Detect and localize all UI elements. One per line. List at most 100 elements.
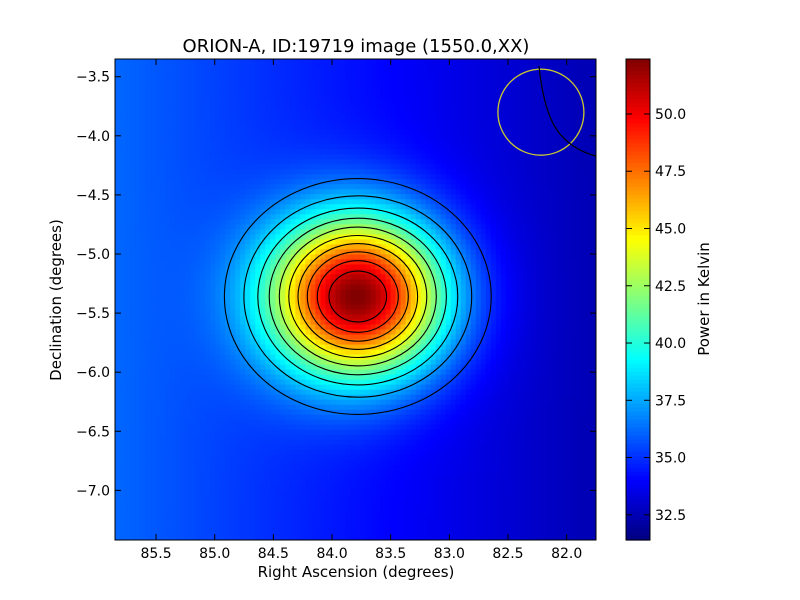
heatmap-cell [265,74,271,80]
heatmap-cell [495,179,502,185]
heatmap-cell [510,189,517,195]
heatmap-cell [345,94,352,100]
heatmap-cell [395,229,402,235]
heatmap-cell [580,279,587,286]
heatmap-cell [280,194,286,200]
heatmap-cell [270,229,276,235]
heatmap-cell [400,194,407,200]
heatmap-cell [115,99,121,105]
heatmap-cell [455,269,462,276]
heatmap-cell [415,129,422,135]
heatmap-cell [155,189,161,195]
heatmap-cell [365,114,372,120]
heatmap-cell [310,279,317,286]
heatmap-cell [465,199,472,205]
heatmap-cell [395,84,402,90]
heatmap-cell [405,224,412,230]
heatmap-cell [170,224,176,230]
heatmap-cell [485,309,492,316]
heatmap-cell [285,279,291,286]
heatmap-cell [345,169,352,175]
heatmap-cell [575,289,582,296]
heatmap-cell [355,174,362,180]
heatmap-cell [240,104,246,110]
heatmap-cell [525,149,532,155]
heatmap-cell [500,164,507,170]
heatmap-cell [405,154,412,160]
heatmap-cell [550,149,557,155]
heatmap-cell [455,74,462,80]
heatmap-cell [465,264,472,271]
heatmap-cell [160,169,166,175]
heatmap-cell [350,139,357,145]
heatmap-cell [155,284,161,291]
heatmap-cell [200,74,206,80]
heatmap-cell [260,94,266,100]
heatmap-cell [285,219,291,225]
heatmap-cell [460,134,467,140]
heatmap-cell [370,284,377,291]
heatmap-cell [435,74,442,80]
heatmap-cell [115,84,121,90]
heatmap-cell [345,154,352,160]
heatmap-cell [215,199,221,205]
heatmap-cell [210,144,216,150]
heatmap-cell [405,104,412,110]
heatmap-cell [385,259,392,266]
heatmap-cell [290,74,296,80]
heatmap-cell [390,219,397,225]
heatmap-cell [210,289,216,296]
heatmap-cell [460,99,467,105]
heatmap-cell [445,239,452,245]
heatmap-cell [520,309,527,316]
heatmap-cell [555,279,562,286]
heatmap-cell [260,154,266,160]
heatmap-cell [125,309,131,316]
heatmap-cell [455,189,462,195]
heatmap-cell [575,244,582,250]
heatmap-cell [210,114,216,120]
heatmap-cell [165,219,171,225]
heatmap-cell [505,124,512,130]
heatmap-cell [135,144,141,150]
heatmap-cell [570,79,577,85]
heatmap-cell [430,209,437,215]
heatmap-cell [165,64,171,70]
heatmap-cell [240,294,246,301]
heatmap-cell [400,164,407,170]
heatmap-cell [475,114,482,120]
heatmap-cell [525,229,532,235]
heatmap-cell [350,134,357,140]
heatmap-cell [290,119,296,125]
heatmap-cell [475,304,482,311]
heatmap-cell [515,239,522,245]
heatmap-cell [485,74,492,80]
heatmap-cell [575,199,582,205]
heatmap-cell [160,184,166,190]
heatmap-cell [460,269,467,276]
heatmap-cell [250,149,256,155]
heatmap-cell [520,164,527,170]
heatmap-cell [350,124,357,130]
heatmap-cell [170,209,176,215]
heatmap-cell [455,254,462,261]
heatmap-cell [265,134,271,140]
heatmap-cell [285,184,291,190]
heatmap-cell [265,299,271,306]
heatmap-cell [540,99,547,105]
heatmap-cell [215,94,221,100]
heatmap-cell [215,124,221,130]
heatmap-cell [525,199,532,205]
heatmap-cell [320,259,327,266]
heatmap-cell [200,189,206,195]
heatmap-cell [145,264,151,271]
heatmap-cell [365,144,372,150]
heatmap-cell [250,64,256,70]
heatmap-cell [505,309,512,316]
heatmap-cell [460,304,467,311]
heatmap-cell [280,299,286,306]
heatmap-cell [170,194,176,200]
heatmap-cell [590,289,596,296]
heatmap-cell [345,204,352,210]
heatmap-cell [535,59,542,65]
